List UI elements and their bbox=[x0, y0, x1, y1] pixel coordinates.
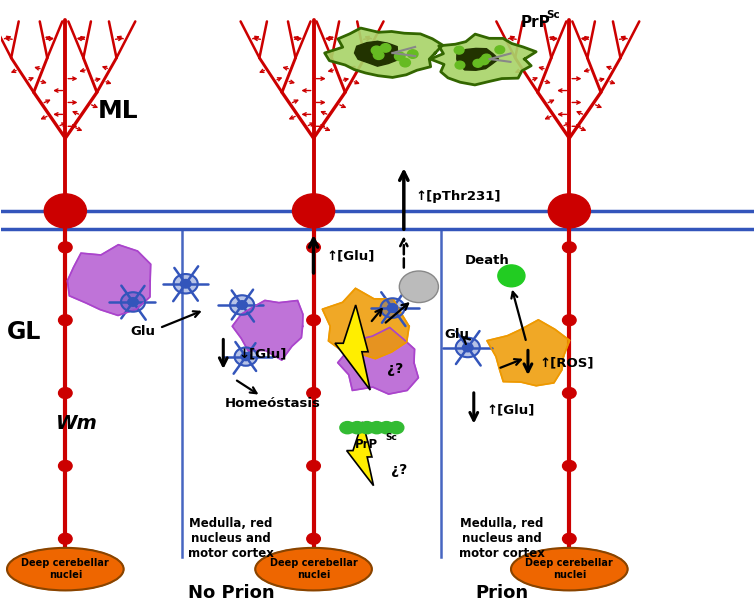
Text: Sc: Sc bbox=[546, 10, 559, 20]
Polygon shape bbox=[322, 289, 409, 359]
Polygon shape bbox=[325, 28, 442, 77]
Circle shape bbox=[562, 387, 576, 398]
Circle shape bbox=[381, 44, 391, 52]
Circle shape bbox=[374, 51, 384, 59]
Circle shape bbox=[455, 61, 465, 69]
Text: Glu: Glu bbox=[131, 325, 156, 338]
Circle shape bbox=[59, 533, 72, 544]
Text: Deep cerebellar
nuclei: Deep cerebellar nuclei bbox=[21, 558, 109, 580]
Circle shape bbox=[399, 271, 439, 303]
Circle shape bbox=[562, 533, 576, 544]
Text: Deep cerebellar
nuclei: Deep cerebellar nuclei bbox=[270, 558, 357, 580]
Circle shape bbox=[463, 343, 473, 352]
Text: ↑[ROS]: ↑[ROS] bbox=[539, 356, 593, 369]
Text: Wm: Wm bbox=[56, 414, 97, 433]
Circle shape bbox=[307, 461, 320, 472]
Circle shape bbox=[482, 54, 492, 62]
Circle shape bbox=[128, 298, 138, 306]
Circle shape bbox=[350, 422, 365, 434]
Text: Glu: Glu bbox=[444, 328, 469, 340]
Circle shape bbox=[389, 422, 404, 434]
Polygon shape bbox=[233, 300, 303, 360]
Circle shape bbox=[237, 301, 248, 309]
Text: PrP: PrP bbox=[355, 438, 378, 451]
Text: PrP: PrP bbox=[520, 15, 550, 30]
Circle shape bbox=[381, 298, 405, 318]
Polygon shape bbox=[487, 320, 570, 386]
Polygon shape bbox=[335, 305, 370, 390]
Circle shape bbox=[498, 265, 525, 287]
Circle shape bbox=[400, 59, 411, 67]
Ellipse shape bbox=[255, 548, 372, 590]
Circle shape bbox=[307, 315, 320, 326]
Circle shape bbox=[241, 353, 251, 361]
Text: ↑[pThr231]: ↑[pThr231] bbox=[415, 190, 501, 203]
Text: ML: ML bbox=[97, 99, 138, 123]
Circle shape bbox=[45, 194, 86, 228]
Circle shape bbox=[59, 242, 72, 253]
Text: Sc: Sc bbox=[385, 433, 397, 442]
Circle shape bbox=[455, 46, 464, 54]
Circle shape bbox=[408, 50, 418, 59]
Circle shape bbox=[307, 387, 320, 398]
Circle shape bbox=[394, 52, 405, 60]
Circle shape bbox=[59, 315, 72, 326]
Circle shape bbox=[456, 338, 479, 357]
Ellipse shape bbox=[7, 548, 124, 590]
Circle shape bbox=[562, 461, 576, 472]
Circle shape bbox=[340, 422, 355, 434]
Text: ¿?: ¿? bbox=[387, 362, 403, 376]
Polygon shape bbox=[337, 328, 418, 394]
Circle shape bbox=[562, 242, 576, 253]
Circle shape bbox=[479, 57, 489, 65]
Polygon shape bbox=[67, 245, 151, 315]
Circle shape bbox=[121, 292, 145, 312]
Text: GL: GL bbox=[7, 320, 41, 344]
Circle shape bbox=[369, 422, 384, 434]
Text: Death: Death bbox=[465, 254, 510, 267]
Polygon shape bbox=[355, 41, 398, 66]
Ellipse shape bbox=[511, 548, 627, 590]
Circle shape bbox=[292, 194, 334, 228]
Text: Homeóstasis: Homeóstasis bbox=[224, 397, 320, 410]
Polygon shape bbox=[430, 34, 536, 85]
Circle shape bbox=[235, 348, 257, 366]
Circle shape bbox=[59, 461, 72, 472]
Text: Medulla, red
nucleus and
motor cortex: Medulla, red nucleus and motor cortex bbox=[459, 517, 544, 560]
Circle shape bbox=[59, 387, 72, 398]
Text: Medulla, red
nucleus and
motor cortex: Medulla, red nucleus and motor cortex bbox=[188, 517, 274, 560]
Circle shape bbox=[548, 194, 590, 228]
Text: ¿?: ¿? bbox=[391, 463, 407, 477]
Circle shape bbox=[562, 315, 576, 326]
Circle shape bbox=[359, 422, 374, 434]
Text: ↓[Glu]: ↓[Glu] bbox=[239, 347, 287, 360]
Text: ↑[Glu]: ↑[Glu] bbox=[486, 403, 535, 416]
Circle shape bbox=[495, 46, 504, 54]
Text: Deep cerebellar
nuclei: Deep cerebellar nuclei bbox=[525, 558, 613, 580]
Circle shape bbox=[387, 304, 398, 312]
Circle shape bbox=[307, 533, 320, 544]
Text: ↑[Glu]: ↑[Glu] bbox=[326, 250, 374, 263]
Circle shape bbox=[371, 46, 382, 55]
Circle shape bbox=[174, 274, 198, 293]
Polygon shape bbox=[347, 422, 374, 486]
Polygon shape bbox=[457, 48, 498, 70]
Circle shape bbox=[473, 59, 482, 67]
Text: Prion: Prion bbox=[475, 584, 528, 603]
Circle shape bbox=[230, 295, 254, 315]
Circle shape bbox=[180, 279, 191, 288]
Circle shape bbox=[379, 422, 394, 434]
Text: No Prion: No Prion bbox=[187, 584, 274, 603]
Circle shape bbox=[307, 242, 320, 253]
